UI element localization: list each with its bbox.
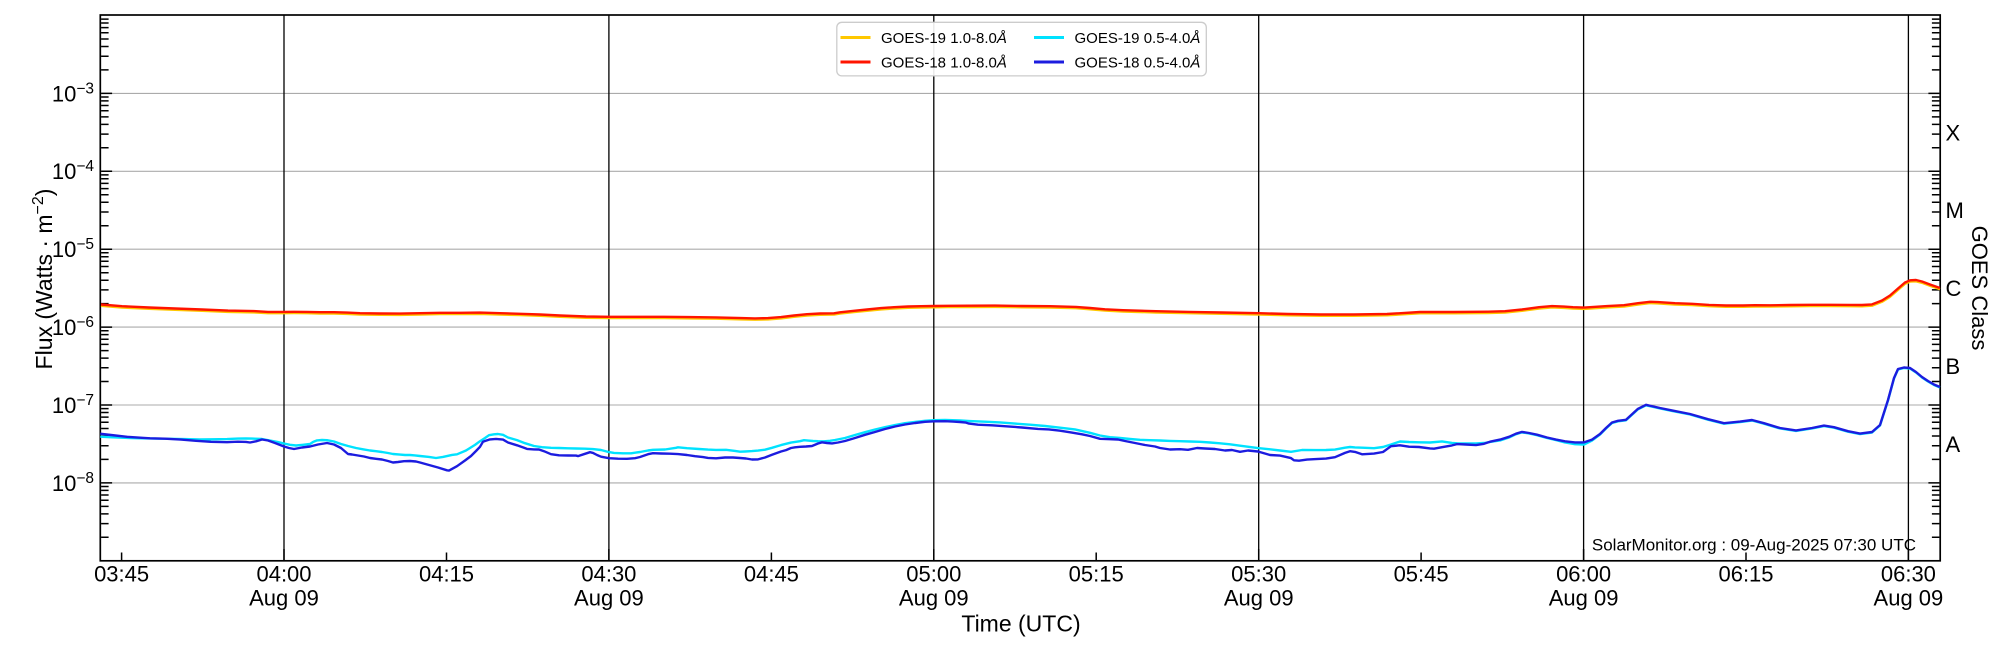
svg-text:04:30: 04:30 [581,562,636,587]
svg-text:Aug 09: Aug 09 [1549,586,1619,611]
svg-text:Aug 09: Aug 09 [1874,586,1944,611]
svg-text:X: X [1946,120,1961,145]
svg-text:06:15: 06:15 [1718,562,1773,587]
svg-text:Aug 09: Aug 09 [249,586,319,611]
svg-text:GOES-19 1.0-8.0Å: GOES-19 1.0-8.0Å [881,30,1007,47]
svg-text:10−7: 10−7 [52,392,94,418]
svg-text:Aug 09: Aug 09 [899,586,969,611]
svg-text:SolarMonitor.org : 09-Aug-2025: SolarMonitor.org : 09-Aug-2025 07:30 UTC [1592,536,1916,555]
svg-text:A: A [1946,432,1961,457]
svg-text:GOES-18 0.5-4.0Å: GOES-18 0.5-4.0Å [1075,54,1201,71]
svg-text:03:45: 03:45 [94,562,149,587]
svg-text:04:45: 04:45 [744,562,799,587]
svg-text:Aug 09: Aug 09 [574,586,644,611]
svg-text:10−8: 10−8 [52,470,94,496]
svg-text:M: M [1946,198,1964,223]
svg-text:05:45: 05:45 [1394,562,1449,587]
svg-text:Aug 09: Aug 09 [1224,586,1294,611]
svg-text:05:15: 05:15 [1069,562,1124,587]
svg-text:GOES-18 1.0-8.0Å: GOES-18 1.0-8.0Å [881,54,1007,71]
svg-text:04:00: 04:00 [256,562,311,587]
svg-text:GOES Class: GOES Class [1967,226,1992,351]
svg-text:Time (UTC): Time (UTC) [961,611,1080,637]
svg-text:05:00: 05:00 [906,562,961,587]
svg-text:Flux (Watts · m−2): Flux (Watts · m−2) [30,189,57,370]
svg-text:04:15: 04:15 [419,562,474,587]
svg-text:B: B [1946,354,1961,379]
svg-text:06:30: 06:30 [1881,562,1936,587]
svg-text:06:00: 06:00 [1556,562,1611,587]
svg-text:C: C [1946,276,1962,301]
svg-text:05:30: 05:30 [1231,562,1286,587]
svg-text:GOES-19 0.5-4.0Å: GOES-19 0.5-4.0Å [1075,30,1201,47]
svg-text:10−3: 10−3 [52,80,94,106]
